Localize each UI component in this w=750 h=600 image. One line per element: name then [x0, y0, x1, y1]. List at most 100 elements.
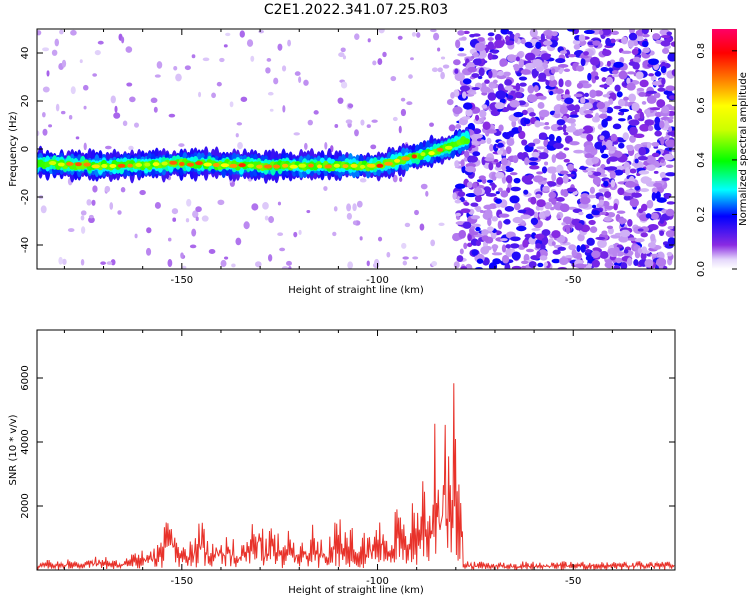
- noise-blob: [636, 87, 645, 92]
- noise-blob: [466, 61, 475, 67]
- noise-blob: [538, 72, 547, 81]
- noise-blob: [525, 208, 535, 217]
- noise-blob: [541, 229, 551, 237]
- noise-blob: [615, 257, 623, 264]
- noise-blob: [587, 72, 592, 81]
- noise-blob: [491, 216, 498, 222]
- noise-blob: [654, 70, 662, 77]
- noise-blob-faint: [354, 33, 360, 41]
- noise-blob: [603, 180, 609, 187]
- noise-blob: [474, 133, 483, 139]
- noise-blob: [635, 29, 644, 36]
- noise-blob: [671, 69, 675, 77]
- noise-blob: [547, 31, 553, 37]
- noise-blob: [582, 125, 594, 134]
- noise-blob-faint: [313, 110, 319, 115]
- noise-blob: [502, 132, 509, 138]
- noise-blob: [661, 177, 670, 181]
- noise-blob: [649, 107, 661, 111]
- noise-blob: [556, 197, 565, 202]
- noise-blob: [625, 189, 637, 193]
- noise-blob: [653, 182, 663, 188]
- noise-blob-faint: [153, 106, 158, 113]
- noise-blob: [650, 212, 659, 221]
- noise-blob: [659, 230, 665, 236]
- noise-blob: [595, 236, 606, 241]
- noise-blob-faint: [429, 122, 434, 127]
- noise-blob: [631, 102, 640, 112]
- noise-blob: [614, 84, 621, 92]
- noise-blob: [524, 41, 533, 48]
- noise-blob: [536, 146, 546, 150]
- ridge-peak: [324, 164, 332, 169]
- noise-blob: [597, 239, 607, 249]
- noise-blob-faint: [225, 32, 231, 37]
- noise-blob: [482, 121, 491, 130]
- noise-blob: [479, 109, 487, 118]
- noise-blob-faint: [42, 47, 50, 52]
- ridge-peak: [117, 163, 126, 168]
- noise-blob: [567, 163, 575, 171]
- noise-blob: [613, 105, 622, 110]
- noise-blob: [527, 85, 535, 94]
- noise-blob-faint: [60, 110, 66, 115]
- noise-blob-faint: [366, 124, 371, 128]
- ridge-peak: [238, 163, 246, 168]
- noise-blob-faint: [268, 216, 274, 224]
- ridge-peak: [366, 163, 376, 168]
- noise-blob-faint: [412, 256, 419, 260]
- noise-blob-faint: [298, 76, 302, 84]
- noise-blob: [640, 203, 648, 212]
- noise-blob: [650, 233, 656, 242]
- noise-blob: [488, 70, 493, 79]
- noise-blob: [481, 104, 488, 109]
- noise-blob: [523, 118, 531, 125]
- noise-blob-faint: [392, 116, 398, 122]
- noise-blob: [544, 161, 549, 166]
- noise-blob: [609, 38, 616, 44]
- noise-blob: [521, 175, 532, 184]
- noise-blob-faint: [37, 30, 42, 36]
- noise-blob: [604, 205, 615, 210]
- noise-blob: [610, 133, 618, 142]
- noise-blob: [529, 165, 540, 170]
- noise-blob: [497, 220, 503, 230]
- noise-blob: [476, 258, 484, 264]
- noise-blob-faint: [185, 218, 190, 223]
- noise-blob: [555, 88, 564, 94]
- noise-blob: [530, 196, 537, 205]
- noise-blob-faint: [129, 96, 136, 103]
- ridge-peak: [49, 161, 57, 166]
- noise-blob: [487, 226, 494, 232]
- noise-blob: [548, 90, 554, 96]
- noise-blob: [641, 101, 647, 105]
- noise-blob: [462, 102, 473, 110]
- noise-blob: [575, 65, 585, 72]
- noise-blob: [662, 47, 670, 55]
- noise-blob: [504, 263, 511, 269]
- noise-blob: [488, 262, 498, 269]
- noise-blob: [661, 105, 670, 114]
- noise-blob: [537, 102, 545, 109]
- noise-blob: [559, 203, 570, 213]
- noise-blob: [452, 232, 461, 242]
- noise-blob-faint: [401, 242, 407, 249]
- noise-blob: [520, 38, 526, 45]
- noise-blob: [639, 111, 645, 119]
- noise-blob: [504, 79, 513, 86]
- noise-blob: [669, 106, 675, 111]
- noise-blob: [647, 223, 659, 231]
- noise-blob-faint: [440, 56, 446, 60]
- noise-blob-faint: [211, 92, 216, 99]
- noise-blob: [599, 135, 605, 141]
- noise-blob: [565, 225, 571, 235]
- noise-blob: [549, 74, 555, 81]
- noise-blob: [563, 131, 569, 136]
- noise-blob: [641, 40, 649, 48]
- noise-blob: [592, 204, 597, 209]
- noise-blob-faint: [370, 144, 377, 150]
- noise-blob: [574, 222, 584, 231]
- noise-blob: [470, 226, 476, 230]
- noise-blob: [487, 92, 497, 101]
- noise-blob-faint: [88, 214, 94, 219]
